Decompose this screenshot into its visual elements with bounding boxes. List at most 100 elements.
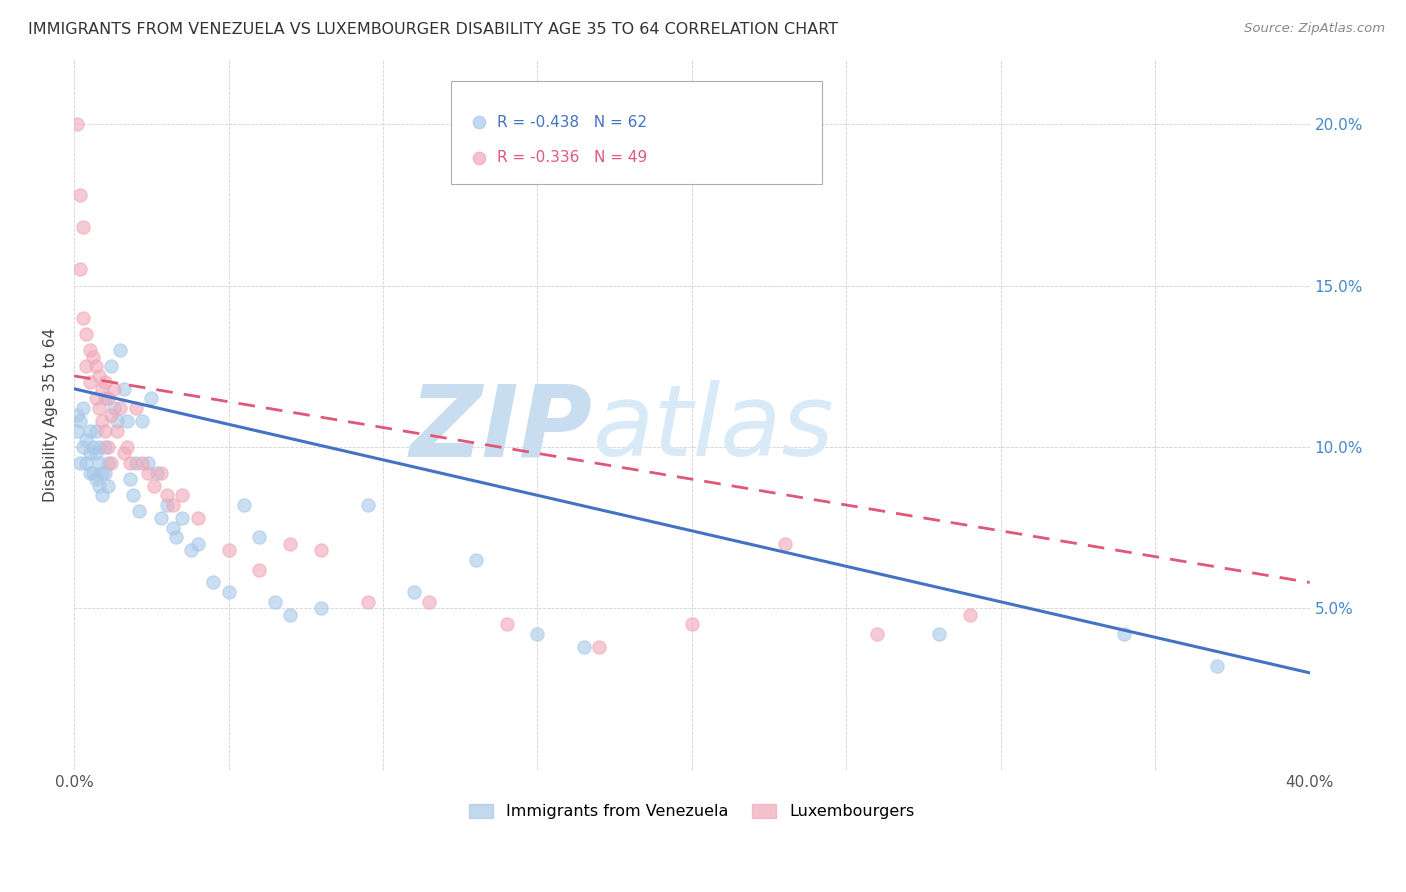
FancyBboxPatch shape xyxy=(451,81,821,184)
Point xyxy=(773,537,796,551)
Point xyxy=(79,424,101,438)
Point xyxy=(125,401,148,416)
Point xyxy=(72,440,94,454)
Point xyxy=(94,466,117,480)
Point xyxy=(69,456,91,470)
Point xyxy=(75,434,97,448)
Point xyxy=(94,424,117,438)
Point xyxy=(681,617,703,632)
Point xyxy=(149,466,172,480)
Text: R = -0.438   N = 62: R = -0.438 N = 62 xyxy=(496,114,647,129)
Point xyxy=(263,595,285,609)
Point xyxy=(202,575,225,590)
Point xyxy=(105,424,128,438)
Point xyxy=(94,440,117,454)
Point xyxy=(82,350,104,364)
Point xyxy=(97,392,120,406)
Point xyxy=(100,408,122,422)
Point xyxy=(66,424,89,438)
Point xyxy=(75,359,97,374)
Point xyxy=(82,466,104,480)
Point xyxy=(356,498,378,512)
Point xyxy=(249,563,271,577)
Point xyxy=(402,585,425,599)
Point xyxy=(278,537,301,551)
Text: Source: ZipAtlas.com: Source: ZipAtlas.com xyxy=(1244,22,1385,36)
Point xyxy=(187,511,209,525)
Point xyxy=(110,401,132,416)
Point xyxy=(103,401,125,416)
Point xyxy=(143,478,166,492)
Point xyxy=(959,607,981,622)
Point xyxy=(94,392,117,406)
Point xyxy=(162,498,184,512)
Point xyxy=(75,326,97,341)
Y-axis label: Disability Age 35 to 64: Disability Age 35 to 64 xyxy=(44,327,58,501)
Point xyxy=(87,478,110,492)
Text: atlas: atlas xyxy=(593,380,835,477)
Point xyxy=(97,440,120,454)
Point xyxy=(866,627,889,641)
Point xyxy=(128,504,150,518)
Point xyxy=(82,440,104,454)
Point xyxy=(87,440,110,454)
Point xyxy=(87,368,110,383)
Text: ZIP: ZIP xyxy=(411,380,593,477)
Point xyxy=(97,478,120,492)
Point xyxy=(75,456,97,470)
Point xyxy=(90,414,112,428)
Point xyxy=(588,640,610,654)
Point xyxy=(136,466,159,480)
Point xyxy=(249,530,271,544)
Point xyxy=(103,382,125,396)
Point xyxy=(87,456,110,470)
Point xyxy=(90,466,112,480)
Point xyxy=(112,382,135,396)
Point xyxy=(149,511,172,525)
Point xyxy=(84,359,107,374)
Point xyxy=(72,310,94,325)
Point xyxy=(100,456,122,470)
Point xyxy=(172,488,194,502)
Point xyxy=(309,543,332,558)
Point xyxy=(97,456,120,470)
Point xyxy=(79,343,101,357)
Point xyxy=(79,466,101,480)
Point xyxy=(233,498,256,512)
Point xyxy=(90,382,112,396)
Point xyxy=(180,543,202,558)
Point xyxy=(172,511,194,525)
Point xyxy=(928,627,950,641)
Point xyxy=(464,553,486,567)
Point xyxy=(218,543,240,558)
Point xyxy=(156,498,179,512)
Point xyxy=(156,488,179,502)
Point xyxy=(146,466,169,480)
Point xyxy=(121,488,143,502)
Point xyxy=(79,376,101,390)
Point xyxy=(66,408,89,422)
Point xyxy=(72,401,94,416)
Point xyxy=(84,392,107,406)
Point xyxy=(110,343,132,357)
Point xyxy=(66,117,89,131)
Text: IMMIGRANTS FROM VENEZUELA VS LUXEMBOURGER DISABILITY AGE 35 TO 64 CORRELATION CH: IMMIGRANTS FROM VENEZUELA VS LUXEMBOURGE… xyxy=(28,22,838,37)
Point xyxy=(162,520,184,534)
Point xyxy=(136,456,159,470)
Point xyxy=(1114,627,1136,641)
Point xyxy=(100,359,122,374)
Point xyxy=(84,424,107,438)
Point xyxy=(572,640,595,654)
Point xyxy=(356,595,378,609)
Point xyxy=(69,262,91,277)
Point xyxy=(84,446,107,460)
Point xyxy=(165,530,187,544)
Point xyxy=(115,440,138,454)
Point xyxy=(69,188,91,202)
Point xyxy=(87,401,110,416)
Point xyxy=(69,414,91,428)
Point xyxy=(187,537,209,551)
Point xyxy=(526,627,548,641)
Point xyxy=(309,601,332,615)
Point xyxy=(495,617,517,632)
